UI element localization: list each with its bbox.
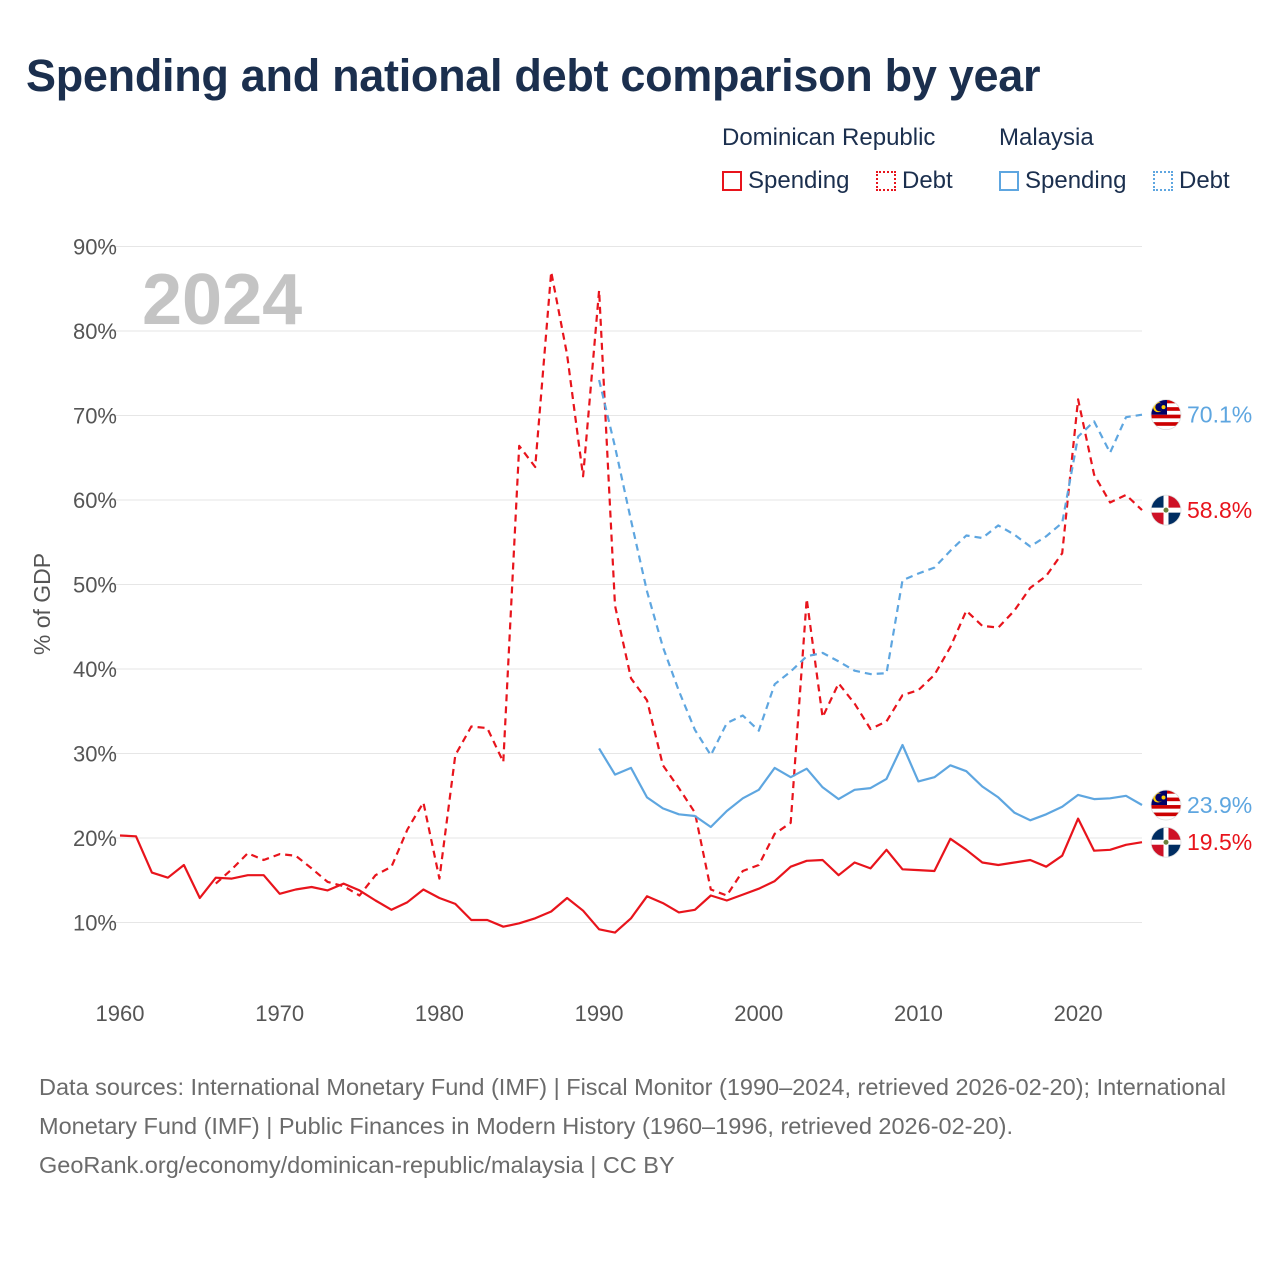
end-value-label: 23.9% <box>1187 792 1252 818</box>
y-tick-label: 10% <box>73 911 117 936</box>
dominican-republic-flag-icon <box>1150 494 1182 526</box>
y-tick-label: 90% <box>73 235 117 260</box>
y-tick-label: 40% <box>73 657 117 682</box>
legend-item-dr-spending[interactable]: Spending <box>722 166 849 196</box>
attribution-link[interactable]: GeoRank.org/economy/dominican-republic/m… <box>39 1152 675 1178</box>
y-axis-label: % of GDP <box>29 553 55 655</box>
x-tick-label: 1970 <box>255 1001 304 1026</box>
y-axis: 10% 20% 30% 40% 50% 60% 70% 80% 90% <box>73 235 117 936</box>
x-tick-label: 2010 <box>894 1001 943 1026</box>
legend-country-dominican-republic: Dominican Republic <box>722 124 936 151</box>
legend-item-my-debt[interactable]: Debt <box>1153 166 1230 196</box>
series-group <box>119 270 1143 934</box>
legend-item-my-spending[interactable]: Spending <box>999 166 1126 196</box>
year-watermark: 2024 <box>142 260 302 340</box>
dotted-swatch-icon <box>876 171 896 191</box>
y-tick-label: 70% <box>73 404 117 429</box>
x-tick-label: 1990 <box>575 1001 624 1026</box>
dominican-republic-flag-icon <box>1150 826 1182 858</box>
footer: Data sources: International Monetary Fun… <box>39 1068 1239 1185</box>
end-value-label: 58.8% <box>1187 497 1252 523</box>
x-tick-label: 2020 <box>1054 1001 1103 1026</box>
chart-title: Spending and national debt comparison by… <box>26 50 1041 101</box>
x-tick-label: 1980 <box>415 1001 464 1026</box>
x-tick-label: 1960 <box>96 1001 145 1026</box>
legend-country-malaysia: Malaysia <box>999 124 1094 151</box>
end-value-label: 19.5% <box>1187 829 1252 855</box>
data-sources: Data sources: International Monetary Fun… <box>39 1074 1226 1139</box>
legend-item-dr-debt[interactable]: Debt <box>876 166 953 196</box>
y-tick-label: 60% <box>73 488 117 513</box>
y-tick-label: 80% <box>73 319 117 344</box>
x-tick-label: 2000 <box>734 1001 783 1026</box>
legend-label: Spending <box>1025 167 1127 194</box>
series-line-malaysia-debt[interactable] <box>598 379 1143 757</box>
end-labels: 19.5% 58.8% 23.9% 70.1% <box>1150 399 1252 858</box>
dotted-swatch-icon <box>1153 171 1173 191</box>
solid-swatch-icon <box>999 171 1019 191</box>
grid <box>108 246 1142 923</box>
series-line-malaysia-spending[interactable] <box>598 743 1143 829</box>
series-line-dominican-republic-spending[interactable] <box>119 817 1143 934</box>
legend-label: Spending <box>748 167 850 194</box>
end-value-label: 70.1% <box>1187 402 1252 428</box>
line-chart: 10% 20% 30% 40% 50% 60% 70% 80% 90% 1960 1970 1980… <box>29 235 1252 1027</box>
malaysia-flag-icon <box>1150 789 1182 821</box>
y-tick-label: 20% <box>73 826 117 851</box>
solid-swatch-icon <box>722 171 742 191</box>
y-tick-label: 50% <box>73 573 117 598</box>
series-line-dominican-republic-debt[interactable] <box>215 270 1143 897</box>
x-axis: 1960 1970 1980 1990 2000 2010 2020 <box>96 1001 1103 1026</box>
legend-label: Debt <box>902 167 953 194</box>
y-tick-label: 30% <box>73 742 117 767</box>
malaysia-flag-icon <box>1150 399 1182 431</box>
legend-label: Debt <box>1179 167 1230 194</box>
